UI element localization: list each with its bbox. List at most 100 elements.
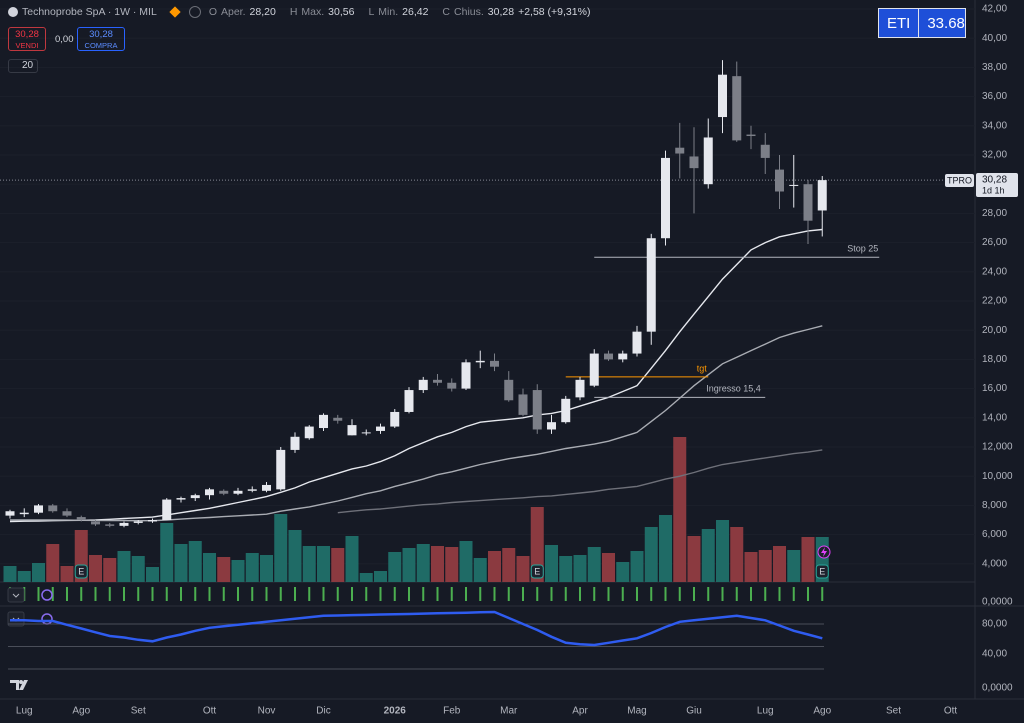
interval-toggle[interactable]: 20	[8, 59, 38, 73]
candle-body	[490, 360, 499, 367]
event-icon-bolt	[821, 547, 827, 557]
x-tick-label: Set	[131, 706, 146, 717]
volume-bar	[730, 527, 744, 582]
volume-bar	[245, 553, 259, 582]
volume-bar	[416, 544, 430, 582]
earnings-marker: E	[815, 564, 829, 579]
earnings-marker: E	[74, 564, 88, 579]
ohlc-name: Max.	[301, 6, 325, 18]
earnings-box	[815, 564, 829, 579]
y-tick-label: 26,00	[982, 237, 1007, 248]
volume-bar	[331, 548, 345, 582]
candle-body	[105, 524, 115, 526]
candle-body	[760, 144, 770, 158]
volume-bar	[203, 553, 216, 582]
indicator-tick-label: 40,00	[982, 649, 1007, 660]
candle-body	[119, 522, 129, 526]
candle-body	[376, 426, 385, 431]
indicator-tick-label: 80,00	[982, 619, 1007, 630]
price-tag-symbol: TPRO	[947, 175, 972, 185]
ohlc-key: H	[289, 6, 298, 18]
sell-button[interactable]: 30,28 VENDI	[8, 27, 46, 51]
volume-bar	[345, 536, 359, 582]
x-tick-label: Nov	[258, 706, 276, 717]
volume-bar	[288, 530, 302, 582]
candle-body	[661, 157, 670, 239]
pane-icon	[41, 589, 53, 601]
symbol-name[interactable]: Technoprobe SpA · 1W · MIL	[22, 6, 157, 18]
volume-bar	[773, 546, 786, 582]
ohlc-key: C	[442, 6, 451, 18]
candle-body	[418, 379, 428, 391]
earnings-label: E	[819, 566, 825, 576]
y-tick-label: 20,00	[982, 325, 1007, 336]
candle-body	[689, 156, 699, 169]
candle-body	[817, 180, 827, 211]
volume-bar	[431, 546, 444, 582]
candle-body	[91, 521, 100, 525]
earnings-marker: E	[530, 564, 544, 579]
symbol-logo	[8, 7, 18, 17]
volume-bar	[260, 555, 273, 582]
volume-bar	[701, 529, 715, 582]
candle-body	[34, 505, 43, 513]
x-tick-label: Giu	[686, 706, 702, 717]
candle-body	[148, 520, 157, 522]
candle-body	[575, 379, 585, 398]
x-tick-label: Lug	[16, 706, 33, 717]
indicator-badge: ETI 33.68	[878, 8, 966, 38]
candle-body	[233, 490, 243, 494]
y-tick-label: 24,00	[982, 266, 1007, 277]
moving-average	[9, 228, 823, 523]
y-tick-label: 38,00	[982, 62, 1007, 73]
candle-body	[48, 505, 58, 512]
candle-body	[504, 379, 514, 401]
candle-body	[361, 432, 371, 434]
spread: 0,00	[55, 34, 74, 45]
volume-bar	[673, 437, 687, 582]
earnings-label: E	[78, 566, 84, 576]
volume-bar	[473, 558, 487, 582]
candle-body	[589, 353, 599, 386]
candle-body	[803, 184, 813, 221]
x-tick-label: Mar	[500, 706, 518, 717]
x-tick-label: Mag	[627, 706, 646, 717]
y-tick-label: 36,00	[982, 91, 1007, 102]
volume-bar	[587, 547, 601, 582]
x-tick-label: Ago	[813, 706, 831, 717]
moving-average	[10, 325, 823, 522]
candle-body	[5, 511, 15, 516]
volume-bar	[188, 541, 202, 582]
volume-bar	[46, 544, 60, 582]
y-tick-label: 34,00	[982, 120, 1007, 131]
x-tick-label: Dic	[316, 706, 330, 717]
volume-bar	[89, 555, 102, 582]
y-tick-label: 10,000	[982, 471, 1013, 482]
status-icon	[188, 6, 201, 18]
candle-body	[646, 238, 656, 332]
volume-bar	[502, 548, 516, 582]
candle-body	[304, 426, 314, 439]
y-tick-label: 28,00	[982, 208, 1007, 219]
candle-body	[532, 390, 542, 430]
level-label: Stop 25	[847, 244, 878, 254]
candle-body	[276, 449, 286, 490]
volume-bar	[644, 527, 658, 582]
pane-toggle[interactable]	[7, 611, 25, 627]
earnings-label: E	[534, 566, 540, 576]
volume-bar	[302, 546, 316, 582]
candle-body	[205, 489, 214, 496]
candle-body	[162, 499, 172, 520]
volume-bar	[687, 536, 701, 582]
buy-button[interactable]: 30,28 COMPRA	[77, 27, 125, 51]
candle-body	[176, 498, 186, 500]
candle-body	[290, 436, 300, 450]
candle-body	[390, 411, 400, 427]
candle-body	[618, 353, 628, 360]
pane-toggle[interactable]	[7, 587, 25, 603]
volume-bar	[488, 551, 501, 582]
candle-body	[247, 489, 257, 491]
volume-bar	[103, 558, 117, 582]
candle-body	[604, 353, 613, 360]
